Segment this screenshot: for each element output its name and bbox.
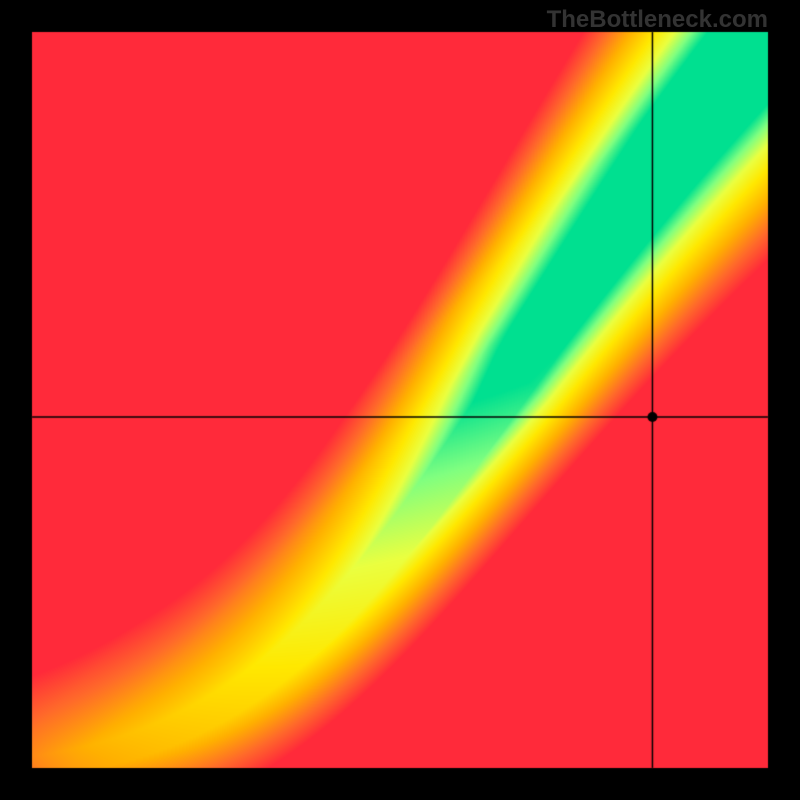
crosshair-overlay	[0, 0, 800, 800]
chart-container: TheBottleneck.com	[0, 0, 800, 800]
watermark-text: TheBottleneck.com	[547, 6, 768, 34]
